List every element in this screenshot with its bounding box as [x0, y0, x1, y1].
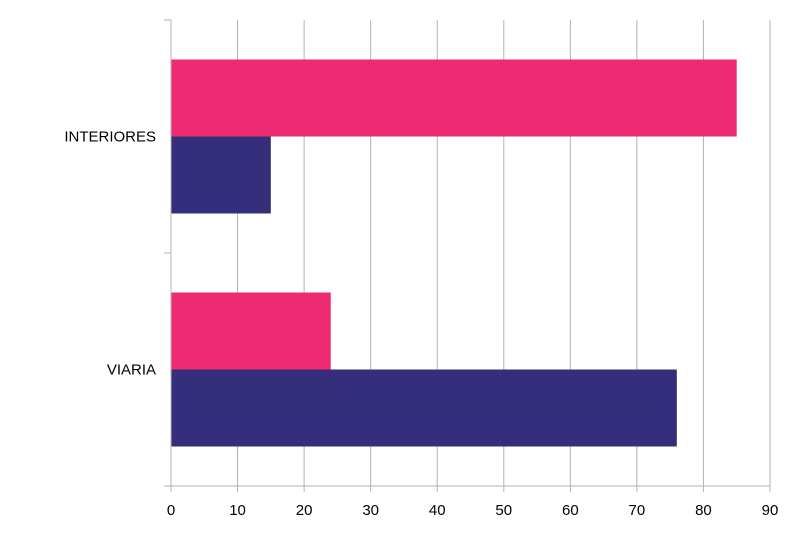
x-tick-label-10: 10: [229, 502, 246, 519]
category-label-viaria: VIARIA: [107, 362, 156, 379]
x-tick-labels: 0 10 20 30 40 50 60 70 80 90: [167, 502, 779, 519]
x-tick-label-80: 80: [695, 502, 712, 519]
x-tick-label-60: 60: [562, 502, 579, 519]
axes: [164, 19, 771, 492]
category-label-interiores: INTERIORES: [64, 129, 156, 146]
x-tick-label-70: 70: [629, 502, 646, 519]
x-tick-label-20: 20: [296, 502, 313, 519]
x-tick-label-50: 50: [495, 502, 512, 519]
bars: [171, 59, 737, 447]
bar-viaria-series-1: [171, 292, 331, 370]
x-tick-label-0: 0: [167, 502, 175, 519]
x-tick-label-40: 40: [429, 502, 446, 519]
x-tick-label-90: 90: [762, 502, 779, 519]
bar-interiores-series-1: [171, 59, 737, 137]
bar-viaria-series-2: [171, 369, 677, 447]
category-labels: INTERIORES VIARIA: [64, 129, 156, 379]
x-tick-label-30: 30: [362, 502, 379, 519]
bar-interiores-series-2: [171, 136, 271, 214]
